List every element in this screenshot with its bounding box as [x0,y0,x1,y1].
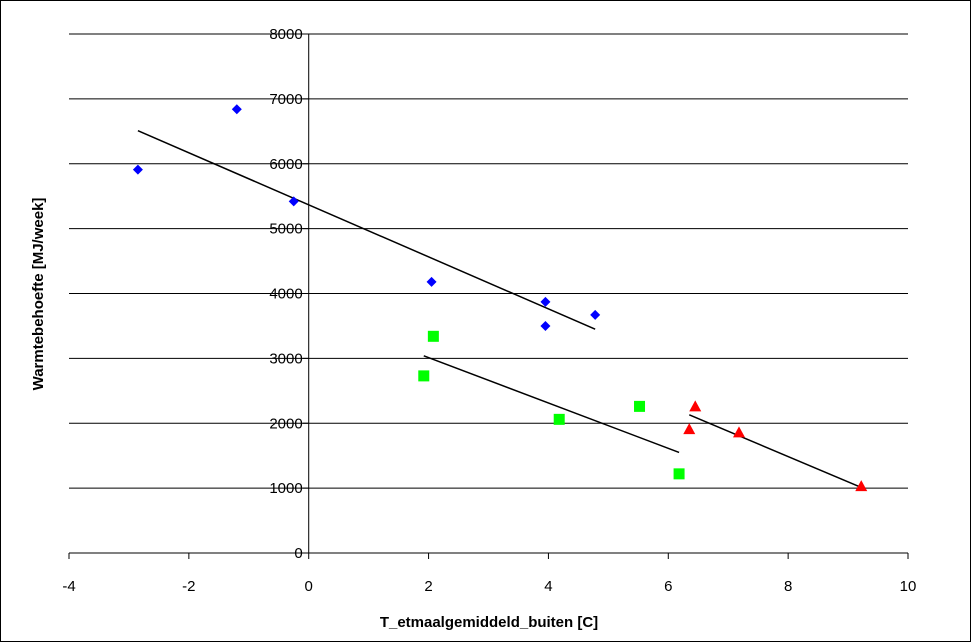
axes [68,33,909,559]
data-point-diamond [132,164,143,175]
data-point-square [673,468,685,480]
data-point-diamond [590,309,601,320]
y-tick-label: 1000 [269,480,302,497]
data-point-diamond [288,196,299,207]
data-point-diamond [540,296,551,307]
y-tick-label: 0 [294,545,302,562]
x-tick-label: 4 [544,578,552,595]
data-point-triangle [733,426,746,438]
y-tick-label: 3000 [269,350,302,367]
x-tick-label: 8 [784,578,792,595]
y-tick-label: 5000 [269,221,302,238]
x-tick-label: -4 [62,578,75,595]
data-point-diamond [231,104,242,115]
data-point-triangle [689,400,702,412]
x-tick-label: 6 [664,578,672,595]
y-tick-label: 4000 [269,286,302,303]
x-tick-label: -2 [182,578,195,595]
trendline-triangle [688,414,862,489]
x-tick-label: 2 [424,578,432,595]
data-point-diamond [426,276,437,287]
trendline-square [423,355,680,454]
data-point-diamond [540,320,551,331]
y-tick-label: 7000 [269,91,302,108]
y-axis-title: Warmtebehoefte [MJ/week] [30,198,47,391]
x-axis-title: T_etmaalgemiddeld_buiten [C] [380,614,598,631]
data-point-triangle [855,480,868,492]
data-point-square [634,400,646,412]
gridlines [69,33,908,489]
tick-labels: -4 -2 0 2 4 6 8 10 0 1000 2000 3000 4000 5000 6000 7000… [62,26,916,595]
y-tick-label: 2000 [269,415,302,432]
y-tick-label: 6000 [269,156,302,173]
data-point-triangle [683,423,696,435]
x-tick-label: 0 [305,578,313,595]
data-point-square [427,330,439,342]
data-points [132,104,868,492]
data-point-square [418,370,430,382]
x-tick-label: 10 [900,578,917,595]
y-tick-label: 8000 [269,26,302,43]
data-point-square [553,413,565,425]
trendlines [137,129,862,489]
trendline-diamond [137,129,596,330]
